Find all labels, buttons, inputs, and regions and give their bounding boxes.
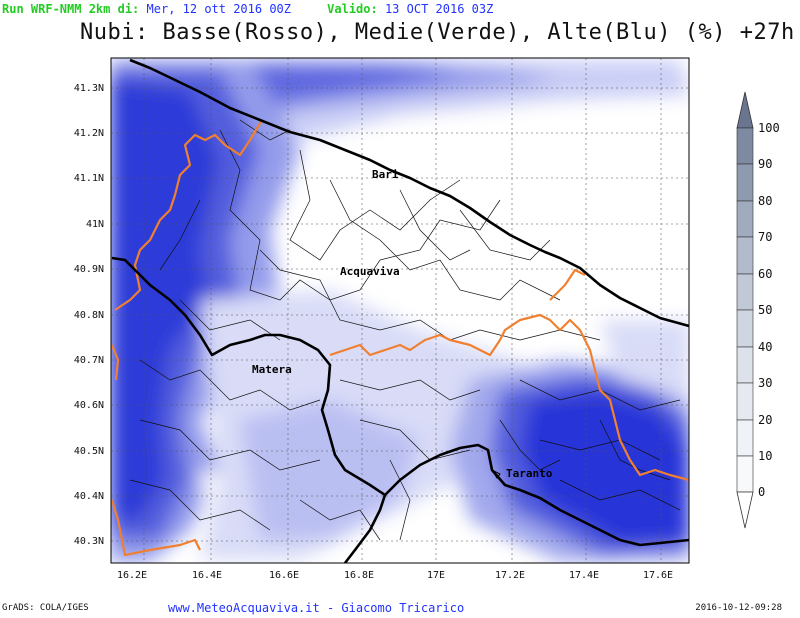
city-bari: Bari (372, 168, 399, 181)
colorbar-label: 50 (758, 303, 772, 317)
colorbar-label: 90 (758, 157, 772, 171)
lat-tick: 40.6N (74, 400, 104, 411)
colorbar-label: 20 (758, 413, 772, 427)
colorbar: 100 90 80 70 60 50 40 30 20 10 0 (737, 92, 780, 528)
site-credit: www.MeteoAcquaviva.it - Giacomo Tricaric… (168, 601, 464, 615)
timestamp: 2016-10-12-09:28 (695, 603, 782, 613)
lat-tick: 41.3N (74, 83, 104, 94)
lat-tick: 41N (86, 219, 104, 230)
lat-axis: 41.3N 41.2N 41.1N 41N 40.9N 40.8N 40.7N … (74, 83, 104, 547)
colorbar-label: 30 (758, 376, 772, 390)
lon-axis: 16.2E 16.4E 16.6E 16.8E 17E 17.2E 17.4E … (117, 570, 673, 581)
lat-tick: 40.9N (74, 264, 104, 275)
lat-tick: 40.4N (74, 491, 104, 502)
lon-tick: 16.8E (344, 570, 374, 581)
footer: GrADS: COLA/IGES www.MeteoAcquaviva.it -… (0, 601, 800, 617)
lat-tick: 40.5N (74, 446, 104, 457)
colorbar-label: 10 (758, 449, 772, 463)
lon-tick: 17.4E (569, 570, 599, 581)
colorbar-label: 80 (758, 194, 772, 208)
lat-tick: 40.3N (74, 536, 104, 547)
colorbar-label: 100 (758, 121, 780, 135)
lat-tick: 41.2N (74, 128, 104, 139)
lon-tick: 17.2E (495, 570, 525, 581)
lon-tick: 16.4E (192, 570, 222, 581)
colorbar-label: 0 (758, 485, 765, 499)
city-taranto: Taranto (506, 467, 553, 480)
grads-credit: GrADS: COLA/IGES (2, 603, 89, 613)
colorbar-label: 70 (758, 230, 772, 244)
lat-tick: 40.8N (74, 310, 104, 321)
cloud-map: Bari Acquaviva Matera Taranto 41.3N 41.2… (0, 0, 800, 600)
city-matera: Matera (252, 363, 292, 376)
colorbar-label: 40 (758, 340, 772, 354)
lat-tick: 41.1N (74, 173, 104, 184)
lon-tick: 17.6E (643, 570, 673, 581)
lat-tick: 40.7N (74, 355, 104, 366)
lon-tick: 16.2E (117, 570, 147, 581)
colorbar-label: 60 (758, 267, 772, 281)
lon-tick: 16.6E (269, 570, 299, 581)
city-acquaviva: Acquaviva (340, 265, 400, 278)
lon-tick: 17E (427, 570, 445, 581)
